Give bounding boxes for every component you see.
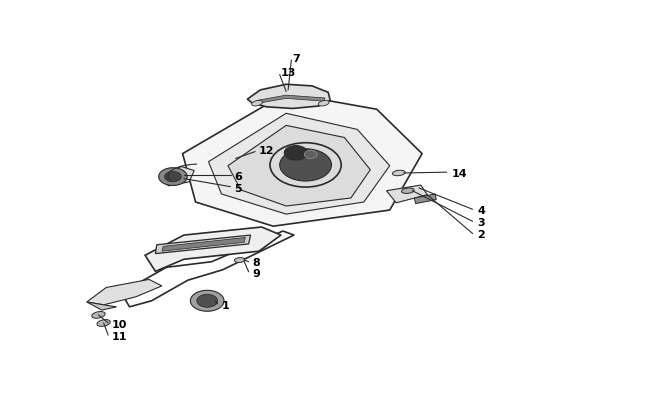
Polygon shape (87, 280, 162, 305)
Polygon shape (255, 96, 325, 104)
Circle shape (190, 291, 224, 311)
Polygon shape (387, 185, 427, 203)
Ellipse shape (97, 320, 110, 326)
Circle shape (164, 172, 181, 182)
Circle shape (159, 168, 187, 186)
Text: 4: 4 (477, 206, 485, 215)
Polygon shape (209, 114, 390, 215)
Polygon shape (228, 126, 370, 207)
Text: 14: 14 (451, 168, 467, 179)
Text: 10: 10 (111, 319, 127, 329)
Text: 9: 9 (252, 268, 261, 278)
Text: 12: 12 (259, 146, 274, 156)
Ellipse shape (402, 188, 414, 194)
Polygon shape (248, 85, 330, 109)
Ellipse shape (393, 171, 405, 176)
Ellipse shape (92, 312, 105, 318)
Polygon shape (414, 194, 436, 204)
Polygon shape (162, 167, 194, 186)
Polygon shape (145, 228, 281, 272)
Circle shape (304, 151, 317, 159)
Circle shape (280, 149, 332, 181)
Text: 2: 2 (477, 230, 485, 240)
Ellipse shape (252, 101, 263, 107)
Text: 8: 8 (252, 258, 260, 268)
Polygon shape (87, 302, 116, 310)
Text: 5: 5 (235, 183, 242, 194)
Ellipse shape (318, 101, 329, 107)
Text: 3: 3 (477, 217, 485, 228)
Text: 13: 13 (281, 68, 296, 78)
Circle shape (284, 146, 307, 161)
Text: 11: 11 (111, 331, 127, 341)
Polygon shape (183, 94, 422, 227)
Polygon shape (162, 238, 246, 252)
Text: 6: 6 (235, 171, 242, 181)
Text: 1: 1 (222, 300, 229, 310)
Circle shape (197, 294, 218, 307)
Ellipse shape (235, 258, 244, 263)
Polygon shape (155, 235, 250, 254)
Text: 7: 7 (292, 53, 300, 64)
